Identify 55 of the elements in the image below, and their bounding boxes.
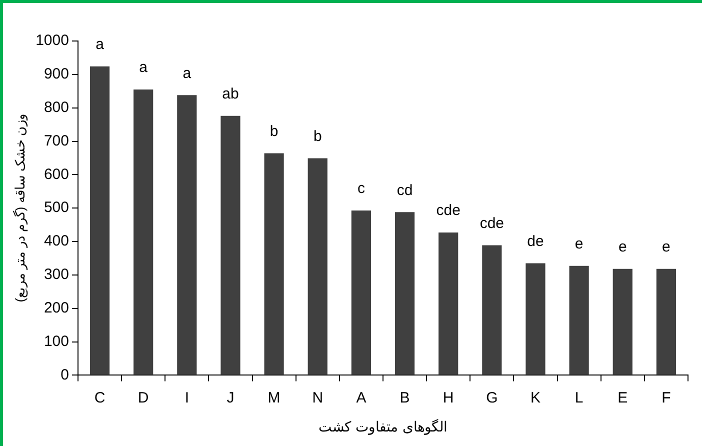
x-tick-label: K (530, 389, 540, 406)
bar (308, 158, 328, 375)
x-tick-label: C (94, 389, 106, 406)
bar (612, 268, 632, 375)
annotation: a (139, 59, 148, 76)
bar (569, 266, 589, 375)
x-tick-label: A (356, 389, 366, 406)
y-tick-label: 500 (44, 199, 69, 216)
annotation: b (270, 122, 278, 140)
bar (351, 210, 371, 375)
y-tick-label: 1000 (36, 32, 69, 50)
y-tick-label: 600 (44, 166, 69, 183)
y-tick-label: 900 (44, 66, 69, 83)
bar (134, 89, 154, 375)
annotation: a (96, 36, 105, 54)
y-axis-title: وزن خشک ساقه (گرم در متر مربع) (12, 114, 28, 302)
annotation: cde (436, 202, 460, 220)
annotation: c (357, 180, 366, 198)
x-tick-label: E (618, 389, 628, 406)
annotation: b (313, 128, 322, 145)
x-tick-label: M (268, 389, 280, 406)
x-axis-title: الگوهای متفاوت کشت (318, 418, 448, 436)
bar (394, 212, 415, 375)
bar (264, 153, 284, 375)
x-tick-label: H (442, 389, 454, 406)
annotation: a (182, 64, 192, 82)
y-tick-label: 700 (44, 132, 69, 150)
bar (656, 268, 676, 375)
bar (177, 95, 197, 375)
bar (90, 66, 110, 375)
x-tick-label: J (226, 389, 234, 406)
x-tick-label: F (662, 389, 671, 406)
y-tick-label: 100 (44, 332, 69, 350)
y-tick-label: 300 (44, 266, 69, 284)
annotation: e (662, 238, 670, 256)
y-tick-label: 0 (60, 366, 69, 384)
bar (438, 232, 458, 375)
bar (220, 116, 240, 375)
bar (526, 263, 546, 375)
x-tick-label: L (574, 389, 584, 406)
y-tick-label: 200 (44, 300, 69, 316)
y-tick-label: 400 (44, 232, 69, 250)
x-tick-label: B (400, 389, 410, 406)
x-tick-label: G (486, 389, 498, 406)
x-tick-label: I (184, 389, 189, 406)
annotation: cde (480, 214, 504, 232)
annotation: de (527, 232, 544, 250)
x-tick-label: N (312, 389, 324, 406)
bar (482, 245, 502, 375)
x-tick-label: D (138, 389, 149, 406)
annotation: ab (222, 86, 239, 102)
y-tick-label: 800 (44, 98, 69, 116)
annotation: e (574, 236, 584, 253)
annotation: e (618, 238, 627, 256)
annotation: cd (396, 182, 413, 199)
